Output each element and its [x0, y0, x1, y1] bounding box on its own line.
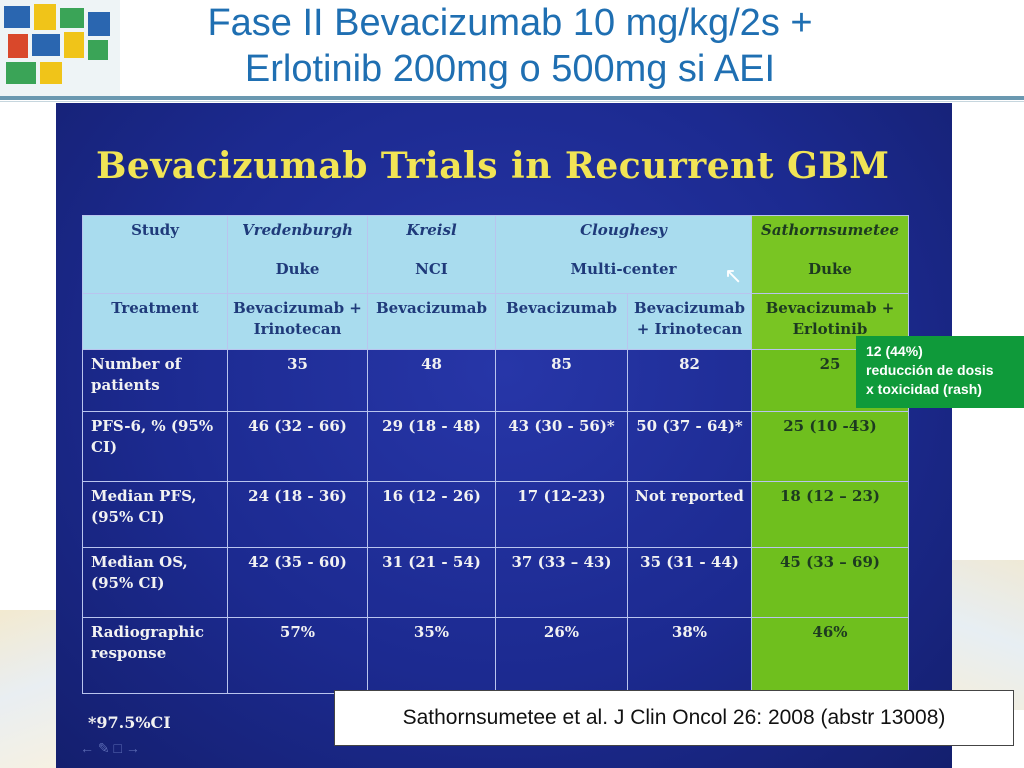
table-cell: 45 (33 – 69) [751, 547, 909, 618]
table-cell: 16 (12 - 26) [367, 481, 496, 548]
header-kreisl: Kreisl NCI [367, 215, 496, 294]
treatment-cell: Bevacizumab + Erlotinib [751, 293, 909, 350]
mouse-pointer-icon: ↖ [724, 263, 743, 288]
table-row: Number of patients 35 48 85 82 25 [82, 349, 909, 412]
slide-title: Fase II Bevacizumab 10 mg/kg/2s + Erloti… [130, 0, 890, 98]
treatment-cell: Bevacizumab [367, 293, 496, 350]
study-site: Multi-center [570, 260, 677, 278]
row-label: Radiographic response [82, 617, 228, 694]
header-cloughesy: Cloughesy Multi-center [495, 215, 752, 294]
table-cell: Not reported [627, 481, 752, 548]
slideshow-controls-icon: ← ✎ □ → [80, 740, 140, 756]
study-site: NCI [415, 260, 448, 278]
projected-slide-title: Bevacizumab Trials in Recurrent GBM [96, 145, 890, 187]
table-cell: 46% [751, 617, 909, 694]
study-site: Duke [808, 260, 852, 278]
decorative-background-right [950, 560, 1024, 710]
study-name: Vredenburgh [242, 221, 353, 239]
table-cell: 43 (30 - 56)* [495, 411, 628, 482]
table-row-treatment: Treatment Bevacizumab + Irinotecan Bevac… [82, 293, 909, 350]
header-study: Study [82, 215, 228, 294]
table-cell: 35 (31 - 44) [627, 547, 752, 618]
callout-line-2: reducción de dosis [866, 362, 994, 378]
table-cell: 50 (37 - 64)* [627, 411, 752, 482]
table-cell: 48 [367, 349, 496, 412]
decorative-background-left [0, 610, 58, 768]
treatment-cell: Bevacizumab [495, 293, 628, 350]
study-name: Kreisl [406, 221, 457, 239]
table-row: Radiographic response 57% 35% 26% 38% 46… [82, 617, 909, 694]
row-label: PFS-6, % (95% CI) [82, 411, 228, 482]
study-site: Duke [275, 260, 320, 278]
row-label: Median PFS, (95% CI) [82, 481, 228, 548]
table-row: Median PFS, (95% CI) 24 (18 - 36) 16 (12… [82, 481, 909, 548]
row-label: Number of patients [82, 349, 228, 412]
treatment-cell: Bevacizumab + Irinotecan [227, 293, 368, 350]
table-cell: 42 (35 - 60) [227, 547, 368, 618]
title-divider [0, 96, 1024, 100]
dose-reduction-callout: 12 (44%) reducción de dosis x toxicidad … [856, 336, 1024, 408]
table-row: Median OS, (95% CI) 42 (35 - 60) 31 (21 … [82, 547, 909, 618]
table-cell: 17 (12-23) [495, 481, 628, 548]
table-row: PFS-6, % (95% CI) 46 (32 - 66) 29 (18 - … [82, 411, 909, 482]
table-cell: 85 [495, 349, 628, 412]
table-cell: 35% [367, 617, 496, 694]
treatment-cell: Bevacizumab + Irinotecan [627, 293, 752, 350]
title-divider-thin [0, 101, 1024, 102]
study-name: Sathornsumetee [761, 221, 899, 239]
table-cell: 18 (12 – 23) [751, 481, 909, 548]
callout-line-3: x toxicidad (rash) [866, 381, 982, 397]
logo [0, 0, 120, 96]
table-cell: 29 (18 - 48) [367, 411, 496, 482]
header-sathornsumetee: Sathornsumetee Duke [751, 215, 909, 294]
table-cell: 37 (33 – 43) [495, 547, 628, 618]
table-cell: 35 [227, 349, 368, 412]
table-cell: 46 (32 - 66) [227, 411, 368, 482]
header-vredenburgh: Vredenburgh Duke [227, 215, 368, 294]
table-cell: 24 (18 - 36) [227, 481, 368, 548]
trials-table: Study Vredenburgh Duke Kreisl NCI Clough… [82, 215, 909, 694]
callout-line-1: 12 (44%) [866, 343, 923, 359]
table-footnote: *97.5%CI [88, 713, 171, 732]
treatment-label: Treatment [82, 293, 228, 350]
table-cell: 31 (21 - 54) [367, 547, 496, 618]
table-cell: 25 (10 -43) [751, 411, 909, 482]
table-cell: 82 [627, 349, 752, 412]
study-name: Cloughesy [580, 221, 667, 239]
table-cell: 38% [627, 617, 752, 694]
table-cell: 26% [495, 617, 628, 694]
title-line-1: Fase II Bevacizumab 10 mg/kg/2s + [207, 2, 813, 44]
table-row-study: Study Vredenburgh Duke Kreisl NCI Clough… [82, 215, 909, 294]
title-line-2: Erlotinib 200mg o 500mg si AEI [244, 48, 776, 90]
citation-box: Sathornsumetee et al. J Clin Oncol 26: 2… [334, 690, 1014, 746]
row-label: Median OS, (95% CI) [82, 547, 228, 618]
table-cell: 57% [227, 617, 368, 694]
projected-slide-photo: Bevacizumab Trials in Recurrent GBM Stud… [56, 103, 952, 768]
